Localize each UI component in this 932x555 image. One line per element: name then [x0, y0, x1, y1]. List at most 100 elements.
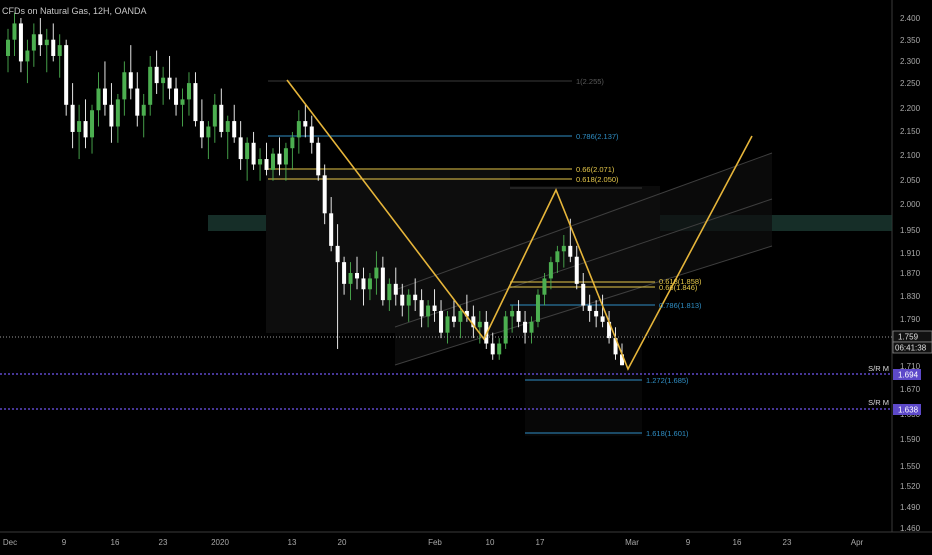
- candle-body[interactable]: [5, 39, 11, 56]
- candle-body[interactable]: [193, 83, 198, 122]
- candle-body[interactable]: [523, 321, 528, 333]
- candle-body[interactable]: [83, 121, 88, 138]
- candle-body[interactable]: [90, 110, 95, 138]
- candle-body[interactable]: [542, 278, 547, 295]
- candle-body[interactable]: [335, 245, 340, 263]
- candle-body[interactable]: [619, 354, 625, 366]
- candle-body[interactable]: [568, 245, 573, 257]
- candle-body[interactable]: [283, 148, 288, 165]
- candle-body[interactable]: [64, 45, 69, 105]
- candle-body[interactable]: [400, 294, 405, 306]
- candle-body[interactable]: [464, 310, 469, 317]
- candle-body[interactable]: [510, 310, 515, 317]
- candle-body[interactable]: [296, 121, 301, 138]
- candle-body[interactable]: [167, 77, 172, 89]
- candle-body[interactable]: [316, 142, 321, 176]
- candle-body[interactable]: [581, 283, 586, 306]
- candle-body[interactable]: [57, 45, 62, 56]
- candle-body[interactable]: [516, 310, 521, 322]
- candle-body[interactable]: [406, 294, 411, 306]
- candle-body[interactable]: [245, 142, 250, 160]
- candle-body[interactable]: [322, 175, 327, 214]
- candle-body[interactable]: [548, 262, 553, 279]
- candle-body[interactable]: [77, 121, 82, 132]
- candle-body[interactable]: [102, 88, 107, 105]
- candle-body[interactable]: [555, 251, 560, 263]
- candle-body[interactable]: [277, 153, 282, 165]
- candle-body[interactable]: [148, 66, 153, 105]
- channel-upper-line[interactable]: [394, 152, 773, 291]
- candle-body[interactable]: [374, 267, 379, 279]
- candle-body[interactable]: [451, 316, 456, 322]
- candle-body[interactable]: [96, 88, 101, 111]
- candle-body[interactable]: [393, 283, 398, 295]
- candle-body[interactable]: [303, 121, 308, 127]
- candle-body[interactable]: [174, 88, 179, 105]
- candle-body[interactable]: [38, 34, 43, 46]
- candle-body[interactable]: [367, 278, 372, 290]
- candle-body[interactable]: [503, 316, 508, 344]
- candle-body[interactable]: [458, 310, 463, 322]
- candle-body[interactable]: [161, 77, 166, 84]
- candle-body[interactable]: [154, 66, 159, 84]
- candle-body[interactable]: [355, 273, 360, 279]
- candle-body[interactable]: [342, 262, 347, 284]
- sr-badge-1[interactable]: [893, 369, 921, 380]
- candle-body[interactable]: [270, 153, 275, 170]
- candle-body[interactable]: [380, 267, 385, 301]
- chart-title[interactable]: CFDs on Natural Gas, 12H, OANDA: [2, 6, 147, 16]
- candle-body[interactable]: [141, 104, 146, 116]
- candle-body[interactable]: [232, 121, 237, 138]
- candle-body[interactable]: [426, 305, 431, 317]
- candle-body[interactable]: [445, 316, 450, 333]
- candle-body[interactable]: [497, 343, 502, 355]
- candle-body[interactable]: [529, 321, 534, 333]
- candle-body[interactable]: [290, 137, 295, 149]
- candle-body[interactable]: [613, 338, 618, 355]
- candle-body[interactable]: [432, 305, 437, 311]
- candle-body[interactable]: [594, 310, 599, 317]
- candle-body[interactable]: [264, 159, 269, 170]
- candle-body[interactable]: [238, 137, 243, 160]
- candle-body[interactable]: [561, 245, 566, 252]
- candle-body[interactable]: [251, 142, 256, 165]
- candle-body[interactable]: [600, 316, 605, 322]
- candle-body[interactable]: [12, 23, 17, 40]
- candle-body[interactable]: [535, 294, 540, 322]
- candle-body[interactable]: [199, 121, 204, 138]
- candle-body[interactable]: [25, 50, 30, 62]
- w-pattern-line[interactable]: [286, 79, 753, 371]
- candle-body[interactable]: [18, 23, 23, 62]
- candle-body[interactable]: [51, 39, 56, 56]
- candle-body[interactable]: [413, 294, 418, 301]
- candle-body[interactable]: [361, 278, 366, 290]
- candle-body[interactable]: [219, 104, 224, 132]
- candle-body[interactable]: [309, 126, 314, 143]
- candle-body[interactable]: [348, 273, 353, 284]
- candle-body[interactable]: [206, 126, 211, 138]
- candle-body[interactable]: [225, 121, 230, 132]
- candle-body[interactable]: [477, 321, 482, 328]
- candle-body[interactable]: [439, 310, 444, 333]
- candle-body[interactable]: [70, 104, 75, 132]
- candle-body[interactable]: [329, 213, 334, 246]
- sr-badge-2[interactable]: [893, 404, 921, 415]
- candle-body[interactable]: [135, 88, 140, 116]
- candle-body[interactable]: [44, 39, 49, 46]
- candle-body[interactable]: [607, 321, 612, 339]
- candle-body[interactable]: [31, 34, 36, 51]
- candle-body[interactable]: [180, 99, 185, 105]
- candle-body[interactable]: [419, 300, 424, 317]
- candle-body[interactable]: [109, 104, 114, 127]
- candle-body[interactable]: [258, 159, 263, 165]
- candle-body[interactable]: [128, 72, 133, 89]
- candle-body[interactable]: [212, 104, 217, 127]
- candle-body[interactable]: [122, 72, 127, 100]
- candles-group[interactable]: [5, 12, 625, 366]
- candle-body[interactable]: [587, 305, 592, 311]
- candle-body[interactable]: [387, 283, 392, 301]
- candle-body[interactable]: [471, 316, 476, 328]
- price-axis-area[interactable]: [892, 0, 932, 550]
